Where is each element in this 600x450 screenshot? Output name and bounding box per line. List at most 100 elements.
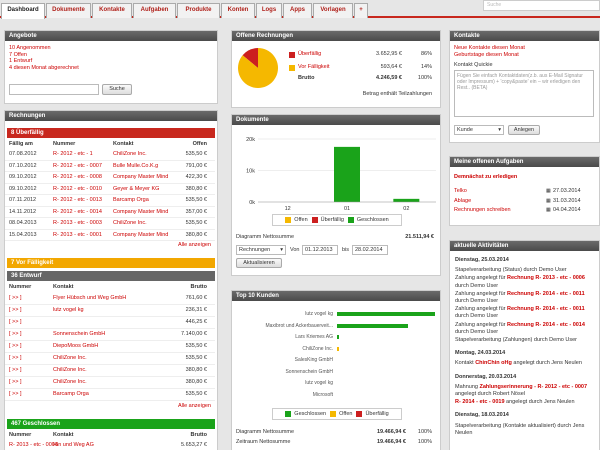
- table-row[interactable]: R- 2013 - etc - 0006 Hin und Weg AG 5.653,…: [5, 440, 215, 450]
- activity-link[interactable]: Rechnung R- 2014 - etc - 0011: [506, 290, 585, 297]
- table-row[interactable]: [ >> ] Flyer Hübsch und Weg GmbH 761,60 €: [5, 293, 215, 305]
- angebote-line[interactable]: 1 Entwurf: [9, 58, 33, 64]
- to-date-input[interactable]: 28.02.2014: [352, 245, 388, 255]
- top10-customer-label[interactable]: lutz vogel kg: [305, 311, 333, 317]
- table-row[interactable]: [ >> ] ChiliZone Inc. 380,80 €: [5, 377, 215, 389]
- quickie-textarea[interactable]: Fügen Sie einfach Kontaktdaten(z.b. aus …: [454, 70, 594, 117]
- table-cell[interactable]: Geyer & Meyer KG: [113, 185, 160, 192]
- table-cell[interactable]: Company Master Mind: [113, 208, 169, 215]
- table-cell[interactable]: Company Master Mind: [113, 174, 169, 180]
- tab-dashboard[interactable]: Dashboard: [1, 3, 45, 19]
- top10-bar-closed[interactable]: [337, 323, 408, 328]
- table-cell[interactable]: R- 2012 - etc - 0010: [53, 185, 102, 192]
- open-draft-link[interactable]: [ >> ]: [9, 343, 22, 349]
- top10-customer-label[interactable]: lutz vogel kg: [305, 380, 333, 386]
- table-cell[interactable]: Bulle Mulle.Co.K.g: [113, 162, 159, 169]
- tab-logs[interactable]: Logs: [256, 3, 282, 18]
- table-cell[interactable]: ChiliZone Inc.: [53, 367, 87, 373]
- top10-customer-label[interactable]: Microsoft: [312, 391, 333, 398]
- table-row[interactable]: 09.10.2012 R- 2012 - etc - 0008 Company Ma…: [5, 172, 215, 184]
- tab-aufgaben[interactable]: Aufgaben: [133, 3, 176, 18]
- table-cell[interactable]: Barcamp Orga: [53, 391, 89, 397]
- open-invoices-label[interactable]: Überfällig: [298, 51, 322, 57]
- table-cell[interactable]: ChiliZone Inc.: [53, 379, 87, 385]
- due-header[interactable]: 7 Vor Fälligkeit: [7, 258, 215, 268]
- top10-customer-label[interactable]: SalesKing GmbH: [294, 357, 333, 363]
- tab-konten[interactable]: Konten: [221, 3, 255, 18]
- update-button[interactable]: Aktualisieren: [236, 258, 282, 268]
- table-row[interactable]: [ >> ] ChiliZone Inc. 380,80 €: [5, 365, 215, 377]
- table-row[interactable]: [ >> ] Barcamp Orga 535,50 €: [5, 389, 215, 401]
- birthdays-link[interactable]: Geburtstage diesen Monat: [454, 52, 519, 58]
- new-contacts-link[interactable]: Neue Kontakte diesen Monat: [454, 45, 525, 51]
- tab-kontakte[interactable]: Kontakte: [92, 3, 132, 18]
- table-cell[interactable]: R- 2012 - etc - 1: [53, 151, 93, 157]
- table-row[interactable]: [ >> ] Sonnenschein GmbH 7.140,00 €: [5, 329, 215, 341]
- open-draft-link[interactable]: [ >> ]: [9, 391, 22, 397]
- table-row[interactable]: 07.08.2012 R- 2012 - etc - 1 ChiliZone Inc…: [5, 149, 215, 161]
- table-row[interactable]: 15.04.2013 R- 2013 - etc - 0001 Company Ma…: [5, 230, 215, 241]
- table-cell[interactable]: ChiliZone Inc.: [113, 220, 147, 226]
- doc-type-select[interactable]: Rechnungen ▾: [236, 245, 286, 255]
- top10-bar-open[interactable]: [337, 346, 339, 351]
- table-cell[interactable]: ChiliZone Inc.: [53, 355, 87, 361]
- activity-link[interactable]: Rechnung R- 2014 - etc - 0011: [506, 306, 585, 313]
- bar-02[interactable]: [393, 198, 420, 202]
- tab-[interactable]: +: [354, 3, 368, 18]
- top10-customer-label[interactable]: Sonnenschein GmbH: [285, 368, 333, 375]
- top10-bar-closed[interactable]: [337, 312, 435, 316]
- overdue-header[interactable]: 8 Überfällig: [7, 128, 215, 138]
- open-draft-link[interactable]: [ >> ]: [9, 379, 22, 385]
- task-link[interactable]: Rechnungen schreiben: [454, 207, 511, 213]
- contact-type-select[interactable]: Kunde ▾: [454, 125, 504, 135]
- table-row[interactable]: 14.11.2012 R- 2012 - etc - 0014 Company Ma…: [5, 207, 215, 218]
- activity-link[interactable]: Rechnung R- 2014 - etc - 0014: [506, 321, 585, 328]
- open-draft-link[interactable]: [ >> ]: [9, 307, 22, 313]
- bar-01[interactable]: [334, 146, 360, 202]
- table-row[interactable]: 07.10.2012 R- 2012 - etc - 0007 Bulle Mull…: [5, 161, 215, 172]
- table-cell[interactable]: Hin und Weg AG: [53, 442, 94, 448]
- angebote-search-button[interactable]: Suche: [102, 84, 132, 95]
- table-cell[interactable]: Flyer Hübsch und Weg GmbH: [53, 295, 127, 301]
- activity-link[interactable]: Zahlungserinnerung - R- 2012 - etc - 000…: [479, 383, 588, 390]
- table-row[interactable]: 08.04.2013 R- 2013 - etc - 0003 ChiliZone …: [5, 218, 215, 230]
- paid-header[interactable]: 467 Geschlossen: [7, 419, 215, 429]
- draft-header[interactable]: 36 Entwurf: [7, 271, 215, 281]
- from-date-input[interactable]: 01.12.2013: [302, 245, 338, 255]
- table-row[interactable]: 09.10.2012 R- 2012 - etc - 0010 Geyer & Me…: [5, 184, 215, 195]
- angebote-line[interactable]: 7 Offen: [9, 51, 27, 58]
- table-row[interactable]: 07.11.2012 R- 2012 - etc - 0013 Barcamp Or…: [5, 195, 215, 207]
- activity-link[interactable]: ChinChin oHg: [475, 360, 512, 367]
- task-link[interactable]: Ablage: [454, 197, 472, 204]
- table-cell[interactable]: R- 2012 - etc - 0014: [53, 208, 102, 215]
- create-contact-button[interactable]: Anlegen: [508, 125, 540, 135]
- top10-bar-closed[interactable]: [337, 335, 339, 339]
- tab-produkte[interactable]: Produkte: [177, 3, 220, 18]
- tab-apps[interactable]: Apps: [283, 3, 312, 18]
- open-draft-link[interactable]: [ >> ]: [9, 319, 22, 325]
- search-input[interactable]: Suche: [483, 0, 600, 11]
- open-draft-link[interactable]: [ >> ]: [9, 367, 22, 373]
- table-cell[interactable]: Sonnenschein GmbH: [53, 331, 106, 337]
- activity-link[interactable]: Rechnung R- 2013 - etc - 0006: [506, 275, 585, 282]
- task-link[interactable]: Telko: [454, 188, 467, 194]
- open-invoices-label[interactable]: Vor Fälligkeit: [298, 64, 330, 70]
- tab-dokumente[interactable]: Dokumente: [46, 3, 91, 18]
- tab-vorlagen[interactable]: Vorlagen: [313, 3, 353, 18]
- draft-show-all-link[interactable]: Alle anzeigen: [177, 403, 211, 409]
- top10-customer-label[interactable]: Maxibrot und Ackerbauerveit...: [265, 322, 333, 329]
- table-cell[interactable]: R- 2012 - etc - 0007: [53, 162, 102, 169]
- table-row[interactable]: [ >> ] lutz vogel kg 236,31 €: [5, 305, 215, 317]
- table-cell[interactable]: R- 2013 - etc - 0006: [9, 442, 58, 448]
- open-draft-link[interactable]: [ >> ]: [9, 295, 22, 301]
- angebote-line[interactable]: 4 diesen Monat abgerechnet: [9, 64, 79, 71]
- activity-link[interactable]: R- 2014 - etc - 0019: [455, 399, 505, 406]
- table-cell[interactable]: R- 2013 - etc - 0001: [53, 231, 102, 238]
- top10-customer-label[interactable]: Lars Kriemes AG: [295, 334, 333, 340]
- angebote-search-input[interactable]: [9, 84, 99, 95]
- table-cell[interactable]: Barcamp Orga: [113, 197, 149, 203]
- open-draft-link[interactable]: [ >> ]: [9, 331, 22, 337]
- table-cell[interactable]: R- 2013 - etc - 0003: [53, 220, 102, 226]
- table-cell[interactable]: R- 2012 - etc - 0013: [53, 197, 102, 203]
- table-row[interactable]: [ >> ] ChiliZone Inc. 535,50 €: [5, 353, 215, 365]
